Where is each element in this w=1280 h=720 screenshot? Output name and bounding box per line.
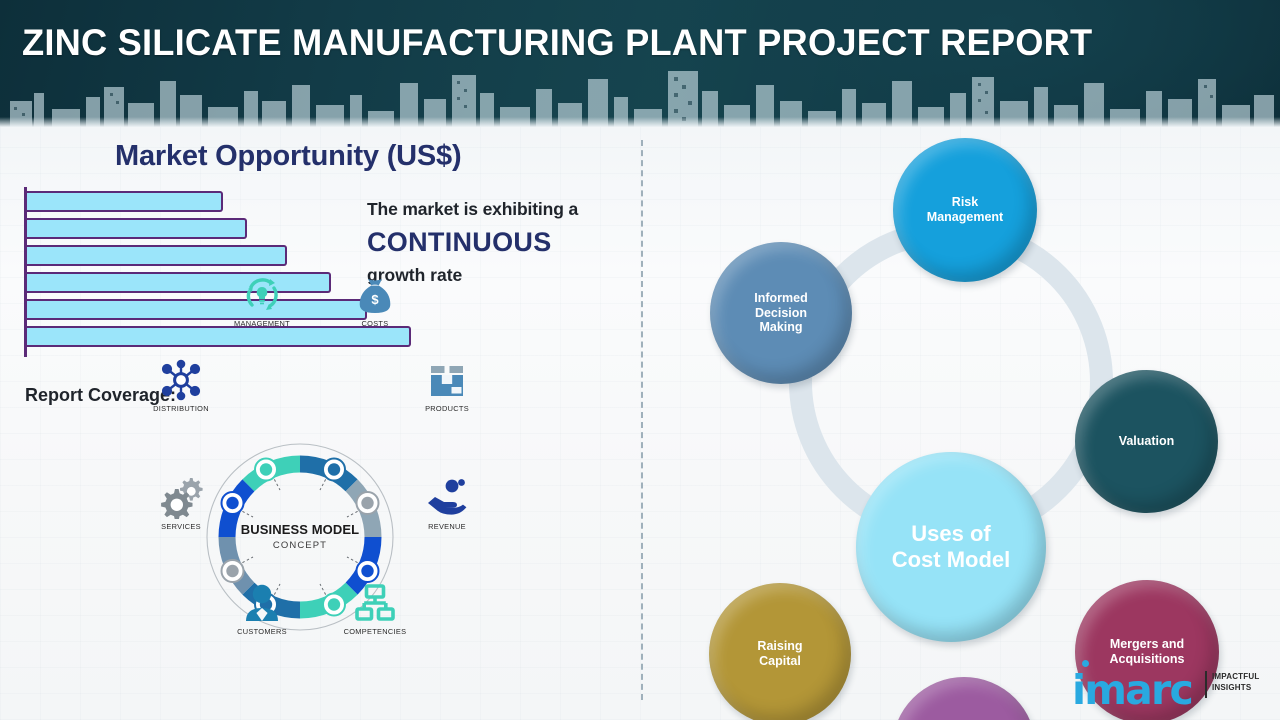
bar-item xyxy=(27,326,411,347)
bubble-uses-of-cost-model: Uses of Cost Model xyxy=(856,452,1046,642)
growth-callout: The market is exhibiting a CONTINUOUS gr… xyxy=(367,199,637,286)
bm-label-management: MANAGEMENT xyxy=(234,319,290,328)
bubble-text: Risk Management xyxy=(927,195,1003,225)
bm-label-revenue: REVENUE xyxy=(428,522,466,531)
page-title: ZINC SILICATE MANUFACTURING PLANT PROJEC… xyxy=(22,22,1093,63)
bubble-text: Informed Decision Making xyxy=(754,291,807,335)
bubble-line1: Mergers and xyxy=(1109,637,1185,652)
bar-item xyxy=(27,191,223,212)
money-bag-icon: $ xyxy=(327,272,423,316)
imarc-divider xyxy=(1205,671,1207,698)
business-model-diagram: BUSINESS MODEL CONCEPT MANAGEMENT xyxy=(133,278,469,702)
imarc-wordmark: imarc xyxy=(1072,666,1194,714)
bar-item xyxy=(27,245,287,266)
bubble-line3: Making xyxy=(759,320,803,335)
bubble-text: Valuation xyxy=(1119,434,1175,449)
bm-item-competencies: COMPETENCIES xyxy=(327,580,423,636)
left-panel: Market Opportunity (US$) The market is e… xyxy=(0,127,641,720)
callout-line-3: growth rate xyxy=(367,265,463,285)
imarc-tagline: IMPACTFUL INSIGHTS xyxy=(1212,672,1259,694)
bm-label-services: SERVICES xyxy=(161,522,201,531)
bm-item-customers: CUSTOMERS xyxy=(214,580,310,636)
bm-item-distribution: DISTRIBUTION xyxy=(133,357,229,413)
imarc-tagline-line2: INSIGHTS xyxy=(1212,682,1252,692)
imarc-logo: imarc IMPACTFUL INSIGHTS xyxy=(1072,660,1272,714)
org-chart-icon xyxy=(327,580,423,624)
bubble-mergers-and-acquisitions[interactable]: Mergers and Acquisitions xyxy=(1075,580,1219,720)
bm-item-management: MANAGEMENT xyxy=(214,272,310,328)
bubble-valuation[interactable]: Valuation xyxy=(1075,370,1218,513)
bubble-budgeting-and-forecasting[interactable]: Budgeting and Forecasting xyxy=(892,677,1036,720)
market-opportunity-bar-chart xyxy=(24,187,424,357)
bm-item-products: PRODUCTS xyxy=(399,357,495,413)
bubble-line2: Decision xyxy=(754,305,808,320)
bm-item-revenue: REVENUE xyxy=(399,475,495,531)
bar-item xyxy=(27,272,331,293)
bubble-center-line2: Cost Model xyxy=(891,547,1011,572)
bubble-center-line1: Uses of xyxy=(911,521,991,547)
person-icon xyxy=(214,580,310,624)
bubble-center-text: Uses of Cost Model xyxy=(892,521,1011,573)
bm-label-costs: COSTS xyxy=(361,319,389,328)
gears-icon xyxy=(133,475,229,519)
network-nodes-icon xyxy=(133,357,229,401)
bubble-text: Mergers and Acquisitions xyxy=(1109,637,1184,667)
imarc-tagline-line1: IMPACTFUL xyxy=(1212,672,1260,681)
chart-y-axis xyxy=(24,187,27,357)
bubble-informed-decision-making[interactable]: Informed Decision Making xyxy=(710,242,852,384)
bm-item-services: SERVICES xyxy=(133,475,229,531)
uses-of-cost-model-diagram: Uses of Cost Model Risk Management Valua… xyxy=(641,127,1280,720)
bm-label-competencies: COMPETENCIES xyxy=(343,627,407,636)
market-opportunity-title: Market Opportunity (US$) xyxy=(115,140,462,172)
bubble-line1: Raising xyxy=(757,639,803,654)
recycle-bulb-icon xyxy=(214,272,310,316)
bubble-raising-capital[interactable]: Raising Capital xyxy=(709,583,851,720)
callout-line-2: CONTINUOUS xyxy=(367,227,552,257)
report-coverage-label: Report Coverage: xyxy=(25,385,177,405)
bubble-line1: Risk xyxy=(951,195,979,210)
svg-text:$: $ xyxy=(371,292,379,307)
bm-label-products: PRODUCTS xyxy=(425,404,469,413)
bm-label-distribution: DISTRIBUTION xyxy=(153,404,209,413)
header-fade xyxy=(0,117,1280,127)
bubble-line2: Management xyxy=(926,210,1004,224)
bar-item xyxy=(27,218,247,239)
bubble-line1: Informed xyxy=(754,290,808,305)
business-model-rings xyxy=(206,443,394,631)
bm-label-customers: CUSTOMERS xyxy=(237,627,287,636)
bm-item-costs: $ COSTS xyxy=(327,272,423,328)
bar-item xyxy=(27,299,367,320)
bubble-line2: Acquisitions xyxy=(1109,652,1185,666)
imarc-dot-icon xyxy=(1082,660,1089,667)
box-package-icon xyxy=(399,357,495,401)
bubble-line1: Valuation xyxy=(1118,434,1175,449)
bubble-text: Raising Capital xyxy=(757,639,802,669)
page-header: ZINC SILICATE MANUFACTURING PLANT PROJEC… xyxy=(0,0,1280,127)
bubble-line2: Capital xyxy=(759,654,801,668)
bubble-risk-management[interactable]: Risk Management xyxy=(893,138,1037,282)
callout-line-1: The market is exhibiting a xyxy=(367,199,579,219)
hand-coins-icon xyxy=(399,475,495,519)
vertical-dashed-divider xyxy=(641,140,643,700)
